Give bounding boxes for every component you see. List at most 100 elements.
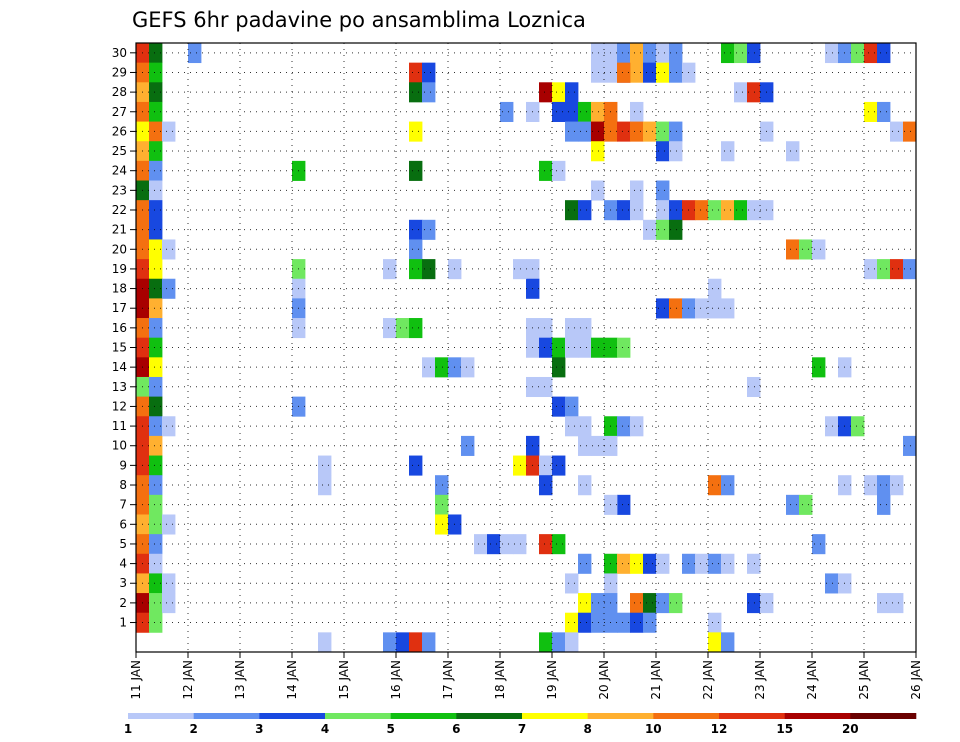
heatmap-cell bbox=[656, 180, 670, 201]
heatmap-cell bbox=[669, 593, 683, 614]
y-tick-label: 19 bbox=[112, 262, 127, 276]
heatmap-cell bbox=[539, 455, 553, 476]
heatmap-cell bbox=[825, 43, 839, 64]
heatmap-cell bbox=[864, 259, 878, 280]
heatmap-cell bbox=[461, 435, 475, 456]
heatmap-cell bbox=[877, 593, 891, 614]
heatmap-cell bbox=[786, 494, 800, 515]
x-tick-label: 20 JAN bbox=[597, 660, 611, 700]
heatmap-cell bbox=[799, 239, 813, 260]
heatmap-cell bbox=[669, 62, 683, 83]
colorbar-label: 4 bbox=[321, 722, 329, 736]
heatmap-cell bbox=[851, 43, 865, 64]
heatmap-cell bbox=[435, 494, 449, 515]
colorbar-swatch bbox=[128, 713, 194, 719]
y-tick-label: 13 bbox=[112, 380, 127, 394]
heatmap-cell bbox=[409, 632, 423, 653]
heatmap-cell bbox=[630, 612, 644, 633]
heatmap-cell bbox=[539, 337, 553, 358]
heatmap-cell bbox=[422, 82, 436, 103]
colorbar-swatch bbox=[587, 713, 654, 719]
heatmap-cell bbox=[487, 534, 501, 555]
heatmap-cell bbox=[630, 180, 644, 201]
heatmap-cell bbox=[630, 553, 644, 574]
heatmap-cell bbox=[383, 259, 397, 280]
x-tick-label: 22 JAN bbox=[701, 660, 715, 700]
y-tick-label: 11 bbox=[112, 419, 127, 433]
heatmap-cell bbox=[149, 337, 163, 358]
heatmap-cell bbox=[669, 121, 683, 142]
heatmap-cell bbox=[708, 200, 722, 221]
heatmap-cell bbox=[721, 553, 735, 574]
heatmap-cell bbox=[149, 534, 163, 555]
heatmap-cell bbox=[630, 101, 644, 122]
heatmap-cell bbox=[578, 593, 592, 614]
heatmap-cell bbox=[383, 632, 397, 653]
y-tick-label: 25 bbox=[112, 144, 127, 158]
heatmap-cell bbox=[578, 101, 592, 122]
heatmap-cell bbox=[552, 632, 566, 653]
y-tick-label: 15 bbox=[112, 341, 127, 355]
heatmap-cell bbox=[513, 259, 527, 280]
heatmap-cell bbox=[877, 475, 891, 496]
heatmap-cell bbox=[552, 455, 566, 476]
heatmap-cell bbox=[149, 435, 163, 456]
heatmap-cell bbox=[864, 475, 878, 496]
heatmap-cell bbox=[578, 416, 592, 437]
heatmap-cell bbox=[552, 82, 566, 103]
y-tick-label: 16 bbox=[112, 321, 127, 335]
y-tick-label: 6 bbox=[119, 517, 127, 531]
heatmap-cell bbox=[747, 82, 761, 103]
colorbar-swatch bbox=[390, 713, 457, 719]
colorbar-label: 12 bbox=[711, 722, 728, 736]
heatmap-cell bbox=[149, 141, 163, 162]
heatmap-cell bbox=[864, 101, 878, 122]
heatmap-cell bbox=[747, 376, 761, 398]
colorbar-swatch bbox=[719, 713, 785, 719]
heatmap-cell bbox=[149, 82, 163, 103]
heatmap-cell bbox=[149, 62, 163, 83]
heatmap-cell bbox=[149, 259, 163, 280]
heatmap-cell bbox=[149, 553, 163, 574]
colorbar-swatch bbox=[522, 713, 588, 719]
heatmap-cell bbox=[630, 43, 644, 64]
heatmap-cell bbox=[903, 121, 917, 142]
heatmap-cell bbox=[409, 82, 423, 103]
heatmap-cell bbox=[578, 553, 592, 574]
heatmap-cell bbox=[565, 396, 579, 417]
heatmap-cell bbox=[643, 612, 657, 633]
heatmap-cell bbox=[149, 494, 163, 515]
heatmap-cell bbox=[552, 337, 566, 358]
heatmap-cell bbox=[578, 435, 592, 456]
colorbar-label: 6 bbox=[452, 722, 460, 736]
heatmap-cell bbox=[565, 200, 579, 221]
heatmap-cell bbox=[149, 514, 163, 535]
colorbar-swatch bbox=[850, 713, 917, 719]
y-tick-label: 21 bbox=[112, 223, 127, 237]
x-tick-label: 16 JAN bbox=[389, 660, 403, 700]
heatmap-cell bbox=[149, 298, 163, 319]
x-tick-label: 19 JAN bbox=[545, 660, 559, 700]
heatmap-cell bbox=[656, 43, 670, 64]
heatmap-cell bbox=[565, 416, 579, 437]
heatmap-cell bbox=[539, 632, 553, 653]
y-tick-label: 4 bbox=[119, 557, 127, 571]
heatmap-cell bbox=[617, 553, 631, 574]
heatmap-cell bbox=[825, 573, 839, 594]
heatmap-cell bbox=[617, 200, 631, 221]
colorbar: 1 2 3 4 5 6 7 8 10 12 15 20 bbox=[124, 713, 917, 736]
x-tick-label: 25 JAN bbox=[857, 660, 871, 700]
heatmap-cell bbox=[149, 357, 163, 378]
heatmap-cell bbox=[552, 357, 566, 378]
heatmap-cell bbox=[721, 200, 735, 221]
y-tick-label: 29 bbox=[112, 65, 127, 79]
heatmap-cell bbox=[669, 141, 683, 162]
y-tick-label: 8 bbox=[119, 478, 127, 492]
heatmap-cell bbox=[513, 455, 527, 476]
heatmap-cell bbox=[617, 494, 631, 515]
heatmap-cell bbox=[617, 121, 631, 142]
heatmap-cell bbox=[396, 632, 410, 653]
heatmap-cell bbox=[890, 259, 904, 280]
heatmap-cell bbox=[422, 357, 436, 378]
heatmap-cell bbox=[617, 62, 631, 83]
